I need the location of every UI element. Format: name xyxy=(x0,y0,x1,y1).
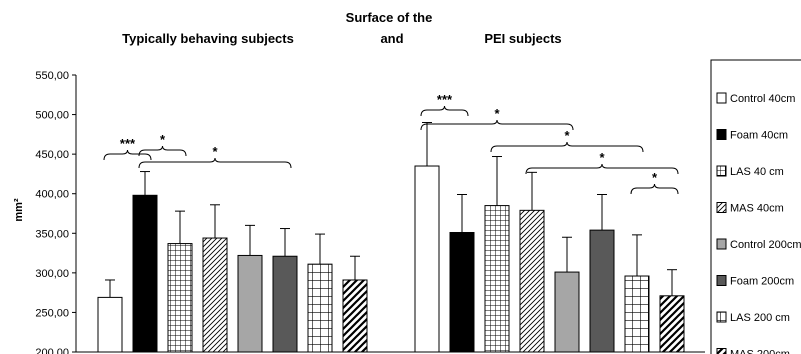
y-tick-label: 500,00 xyxy=(35,110,69,122)
significance-label: * xyxy=(212,144,218,159)
bar-6-group-0 xyxy=(307,263,333,353)
legend-swatch xyxy=(716,129,727,140)
legend-swatch xyxy=(716,311,727,323)
y-tick-labels: 550,00 500,00 450,00 400,00 350,00 300,00 250,… xyxy=(35,70,76,354)
y-axis-label: mm² xyxy=(13,198,25,222)
legend: Control 40cm Foam 40cm LAS 40 cm MAS 40cm Co… xyxy=(716,92,801,354)
group-title-left: Typically behaving subjects xyxy=(122,31,294,46)
legend-label: Foam 40cm xyxy=(730,130,788,142)
significance-bracket xyxy=(103,149,152,161)
significance-bracket xyxy=(420,105,469,117)
y-tick-label: 400,00 xyxy=(35,189,69,201)
chart-title-connector: and xyxy=(380,31,403,46)
y-tick-label: 200,00 xyxy=(35,347,69,354)
significance-label: *** xyxy=(437,92,453,107)
significance-bracket xyxy=(420,119,574,131)
bar-6-group-1 xyxy=(624,275,650,353)
significance-bracket xyxy=(138,157,292,169)
significance-brackets: *** ********* xyxy=(103,92,679,195)
bar-1-group-0 xyxy=(132,194,158,353)
legend-swatch xyxy=(716,165,727,177)
legend-swatch xyxy=(716,238,727,250)
chart-title-main: Surface of the xyxy=(346,10,433,25)
legend-label: MAS 40cm xyxy=(730,203,784,215)
bar-1-group-1 xyxy=(449,231,475,353)
bar-3-group-1 xyxy=(519,209,545,353)
significance-label: * xyxy=(564,128,570,143)
y-tick-label: 550,00 xyxy=(35,70,69,82)
legend-label: LAS 40 cm xyxy=(730,166,784,178)
significance-bracket xyxy=(490,141,644,153)
legend-label: Control 200cm xyxy=(730,239,801,251)
significance-bracket xyxy=(630,183,679,195)
legend-label: LAS 200 cm xyxy=(730,312,790,324)
bar-3-group-0 xyxy=(202,237,228,353)
bars xyxy=(97,121,685,353)
group-title-right: PEI subjects xyxy=(484,31,561,46)
legend-swatch xyxy=(716,202,727,213)
bar-5-group-0 xyxy=(272,255,298,353)
bar-5-group-1 xyxy=(589,229,615,353)
legend-label: Control 40cm xyxy=(730,93,795,105)
y-tick-label: 250,00 xyxy=(35,307,69,319)
legend-label: MAS 200cm xyxy=(730,349,790,354)
bar-7-group-1 xyxy=(659,295,685,353)
legend-swatch xyxy=(716,275,727,286)
significance-bracket xyxy=(138,145,187,157)
significance-bracket xyxy=(525,163,679,175)
significance-label: * xyxy=(652,170,658,185)
bar-0-group-1 xyxy=(414,165,440,353)
y-tick-label: 350,00 xyxy=(35,228,69,240)
y-tick-label: 300,00 xyxy=(35,268,69,280)
bar-0-group-0 xyxy=(97,296,123,353)
bar-2-group-0 xyxy=(167,243,193,353)
bar-7-group-0 xyxy=(342,279,368,353)
significance-label: * xyxy=(494,106,500,121)
y-tick-label: 450,00 xyxy=(35,149,69,161)
legend-label: Foam 200cm xyxy=(730,276,794,288)
legend-swatch xyxy=(716,92,727,104)
significance-label: *** xyxy=(120,136,136,151)
significance-label: * xyxy=(599,150,605,165)
bar-4-group-0 xyxy=(237,254,263,353)
legend-swatch xyxy=(716,348,727,354)
bar-4-group-1 xyxy=(554,271,580,353)
bar-2-group-1 xyxy=(484,205,510,353)
significance-label: * xyxy=(160,132,166,147)
